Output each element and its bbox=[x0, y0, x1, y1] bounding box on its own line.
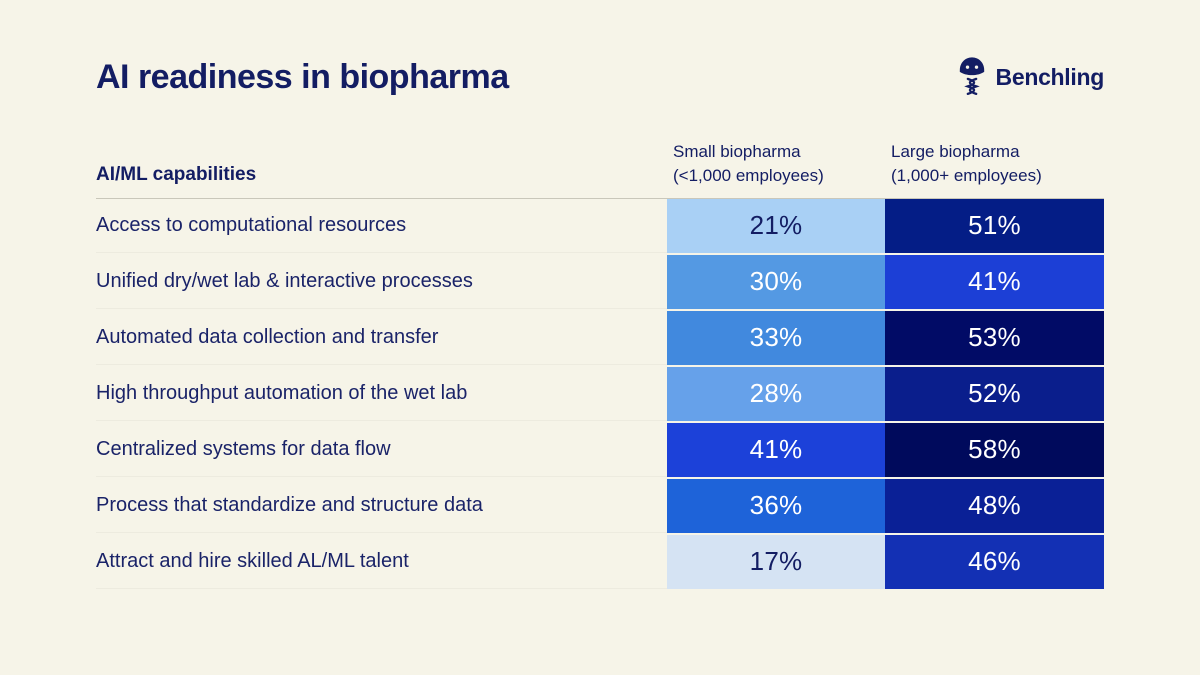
small-value-cell: 28% bbox=[667, 366, 885, 421]
large-value-cell: 51% bbox=[885, 198, 1104, 253]
table-row: Access to computational resources 21% 51… bbox=[96, 198, 1104, 253]
large-value-cell: 41% bbox=[885, 254, 1104, 309]
top-bar: AI readiness in biopharma Benchling bbox=[96, 0, 1104, 98]
small-value-cell: 30% bbox=[667, 254, 885, 309]
table-row: Unified dry/wet lab & interactive proces… bbox=[96, 254, 1104, 309]
benchling-wordmark: Benchling bbox=[995, 63, 1105, 90]
row-label: Centralized systems for data flow bbox=[96, 423, 667, 477]
small-value-cell: 41% bbox=[667, 422, 885, 477]
benchling-logo: Benchling bbox=[957, 56, 1104, 98]
large-biopharma-column-header: Large biopharma (1,000+ employees) bbox=[891, 142, 1042, 185]
large-value-cell: 58% bbox=[885, 422, 1104, 477]
small-value-cell: 33% bbox=[667, 310, 885, 365]
small-value-cell: 21% bbox=[667, 198, 885, 253]
large-value-cell: 46% bbox=[885, 534, 1104, 589]
large-value-cell: 52% bbox=[885, 366, 1104, 421]
small-biopharma-column-header: Small biopharma (<1,000 employees) bbox=[673, 142, 824, 185]
row-label: Attract and hire skilled AL/ML talent bbox=[96, 535, 667, 589]
table-row: High throughput automation of the wet la… bbox=[96, 366, 1104, 421]
table-row: Attract and hire skilled AL/ML talent 17… bbox=[96, 534, 1104, 589]
table-row: Process that standardize and structure d… bbox=[96, 478, 1104, 533]
jellyfish-icon bbox=[957, 56, 987, 98]
table-row: Centralized systems for data flow 41% 58… bbox=[96, 422, 1104, 477]
readiness-table: AI/ML capabilities Small biopharma (<1,0… bbox=[96, 140, 1104, 589]
large-value-cell: 48% bbox=[885, 478, 1104, 533]
page-title: AI readiness in biopharma bbox=[96, 57, 509, 96]
row-label: Access to computational resources bbox=[96, 199, 667, 253]
small-value-cell: 17% bbox=[667, 534, 885, 589]
table-header-row: AI/ML capabilities Small biopharma (<1,0… bbox=[96, 140, 1104, 199]
small-value-cell: 36% bbox=[667, 478, 885, 533]
table-row: Automated data collection and transfer 3… bbox=[96, 310, 1104, 365]
large-value-cell: 53% bbox=[885, 310, 1104, 365]
row-label: Unified dry/wet lab & interactive proces… bbox=[96, 255, 667, 309]
capabilities-column-header: AI/ML capabilities bbox=[96, 163, 257, 185]
row-label: Automated data collection and transfer bbox=[96, 311, 667, 365]
row-label: High throughput automation of the wet la… bbox=[96, 367, 667, 421]
row-label: Process that standardize and structure d… bbox=[96, 479, 667, 533]
